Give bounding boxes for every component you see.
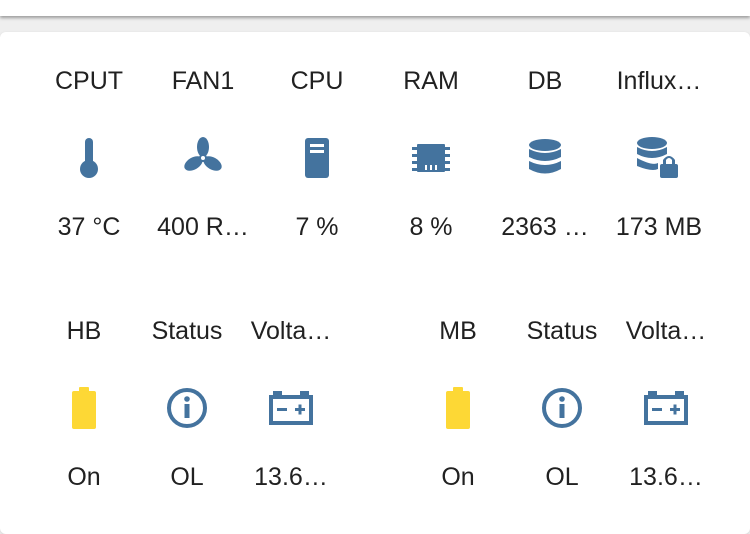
battery-icon bbox=[402, 382, 514, 434]
entity-tile-fan1[interactable]: FAN1 400 R… bbox=[147, 66, 259, 242]
entity-state: 37 °C bbox=[57, 213, 121, 241]
thermometer-icon bbox=[33, 132, 145, 184]
car-battery-icon bbox=[610, 382, 722, 434]
entity-name: Status bbox=[526, 317, 598, 345]
entity-name: Volta… bbox=[250, 317, 332, 345]
server-icon bbox=[261, 132, 373, 184]
entity-state: OL bbox=[170, 463, 204, 491]
entity-state: 2363 … bbox=[501, 213, 589, 241]
entity-name: Status bbox=[151, 317, 223, 345]
info-icon bbox=[131, 382, 243, 434]
entity-state: 7 % bbox=[295, 213, 339, 241]
entity-tile-cput[interactable]: CPUT 37 °C bbox=[33, 66, 145, 242]
entity-state: 13.6… bbox=[629, 463, 703, 491]
entity-tile-status[interactable]: Status OL bbox=[131, 316, 243, 492]
entity-state: On bbox=[67, 463, 101, 491]
entity-tile-voltage[interactable]: Volta… 13.6… bbox=[235, 316, 347, 492]
entity-state: OL bbox=[545, 463, 579, 491]
entity-tile-cpu[interactable]: CPU 7 % bbox=[261, 66, 373, 242]
entity-state: 8 % bbox=[409, 213, 453, 241]
glance-card: CPUT 37 °C FAN1 400 R… CPU bbox=[0, 32, 750, 534]
entity-name: DB bbox=[527, 67, 563, 95]
entity-state: 400 R… bbox=[157, 213, 249, 241]
entity-name: Volta… bbox=[625, 317, 707, 345]
database-icon bbox=[489, 132, 601, 184]
battery-icon bbox=[28, 382, 140, 434]
entity-name: HB bbox=[66, 317, 102, 345]
entity-tile-db[interactable]: DB 2363 … bbox=[489, 66, 601, 242]
entity-state: 13.6… bbox=[254, 463, 328, 491]
entity-tile-voltage-2[interactable]: Volta… 13.6… bbox=[610, 316, 722, 492]
fan-icon bbox=[147, 132, 259, 184]
entity-tile-status-2[interactable]: Status OL bbox=[506, 316, 618, 492]
car-battery-icon bbox=[235, 382, 347, 434]
entity-name: CPUT bbox=[54, 67, 124, 95]
info-icon bbox=[506, 382, 618, 434]
entity-tile-influx[interactable]: Influx… 173 MB bbox=[603, 66, 715, 242]
database-lock-icon bbox=[603, 132, 715, 184]
entity-name: MB bbox=[439, 317, 477, 345]
entity-tile-hb[interactable]: HB On bbox=[28, 316, 140, 492]
entity-name: Influx… bbox=[616, 67, 702, 95]
entity-state: 173 MB bbox=[615, 213, 703, 241]
entity-name: FAN1 bbox=[171, 67, 235, 95]
entity-tile-mb[interactable]: MB On bbox=[402, 316, 514, 492]
previous-card bbox=[0, 0, 750, 16]
memory-chip-icon bbox=[375, 132, 487, 184]
entity-state: On bbox=[441, 463, 475, 491]
entity-tile-ram[interactable]: RAM bbox=[375, 66, 487, 242]
entity-name: CPU bbox=[290, 67, 344, 95]
entity-name: RAM bbox=[403, 67, 459, 95]
